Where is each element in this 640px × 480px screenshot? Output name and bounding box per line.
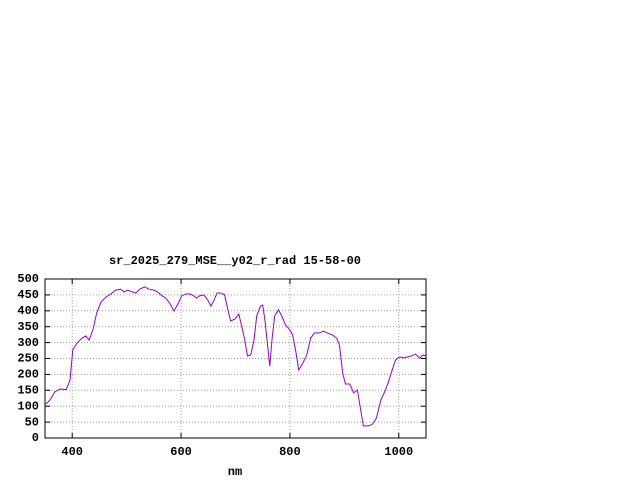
y-tick-label: 50	[25, 415, 39, 429]
y-tick-label: 450	[17, 288, 39, 302]
x-axis-label: nm	[228, 465, 242, 479]
y-tick-label: 100	[17, 399, 39, 413]
x-tick-label: 1000	[384, 445, 413, 459]
data-line	[44, 286, 426, 427]
chart-title: sr_2025_279_MSE__y02_r_rad 15-58-00	[109, 254, 361, 268]
y-tick-label: 200	[17, 368, 39, 382]
y-tick-label: 400	[17, 304, 39, 318]
x-tick-label: 400	[61, 445, 83, 459]
y-tick-label: 500	[17, 272, 39, 286]
x-tick-label: 800	[279, 445, 301, 459]
y-tick-label: 250	[17, 352, 39, 366]
y-tick-label: 0	[32, 431, 39, 445]
y-tick-label: 150	[17, 383, 39, 397]
x-tick-label: 600	[170, 445, 192, 459]
y-tick-label: 350	[17, 320, 39, 334]
y-tick-label: 300	[17, 336, 39, 350]
plot-frame	[44, 278, 427, 439]
